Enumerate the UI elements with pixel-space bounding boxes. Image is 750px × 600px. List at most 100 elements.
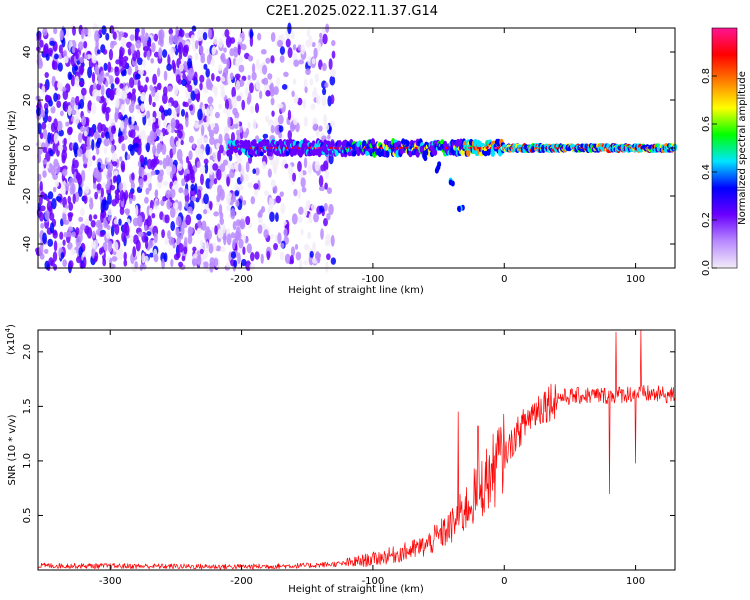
heatmap-cell — [165, 154, 170, 167]
heatmap-cell — [279, 251, 285, 261]
heatmap-cell — [96, 49, 101, 55]
heatmap-cell — [300, 228, 304, 236]
heatmap-cell — [96, 147, 100, 155]
heatmap-cell — [323, 114, 328, 126]
heatmap-cell — [44, 94, 49, 103]
heatmap-cell — [151, 132, 157, 141]
heatmap-cell — [62, 213, 67, 224]
heatmap-cell — [222, 169, 227, 180]
heatmap-cell — [190, 195, 197, 202]
heatmap-cell — [103, 62, 108, 72]
heatmap-cell — [297, 216, 303, 223]
heatmap-cell — [235, 199, 240, 207]
heatmap-cell — [109, 134, 114, 142]
heatmap-cell — [177, 243, 184, 253]
heatmap-cell — [233, 259, 238, 268]
heatmap-cell — [155, 92, 160, 102]
heatmap-cell — [143, 46, 149, 52]
heatmap-cell — [151, 42, 156, 53]
heatmap-cell — [120, 160, 126, 171]
heatmap-cell — [112, 175, 117, 184]
heatmap-cell — [56, 100, 62, 108]
heatmap-cell — [307, 164, 313, 175]
heatmap-cell — [44, 108, 49, 115]
heatmap-cell — [155, 200, 160, 206]
heatmap-cell — [324, 82, 329, 89]
heatmap-cell — [267, 168, 272, 178]
heatmap-cell — [143, 84, 148, 93]
heatmap-cell — [176, 162, 183, 172]
heatmap-cell — [240, 174, 244, 183]
heatmap-cell — [111, 256, 118, 262]
heatmap-cell — [252, 168, 257, 175]
heatmap-cell — [318, 175, 324, 187]
heatmap-cell — [108, 48, 114, 61]
heatmap-cell — [68, 202, 74, 211]
heatmap-cell — [239, 222, 245, 229]
heatmap-cell — [182, 73, 187, 81]
heatmap-cell — [242, 199, 247, 206]
heatmap-cell — [102, 258, 107, 267]
heatmap-cell — [37, 154, 42, 164]
heatmap-cell — [212, 163, 218, 171]
heatmap-cell — [138, 140, 142, 149]
heatmap-cell — [44, 71, 49, 79]
heatmap-cell — [100, 246, 105, 254]
heatmap-cell — [169, 171, 174, 180]
spectrogram-y-label: Frequency (Hz) — [7, 110, 18, 186]
heatmap-cell — [100, 123, 107, 132]
heatmap-cell — [175, 26, 179, 37]
heatmap-cell — [217, 230, 224, 239]
heatmap-cell — [37, 122, 42, 135]
heatmap-cell — [81, 262, 86, 268]
heatmap-cell — [273, 185, 278, 194]
y-tick-label: 20 — [22, 94, 33, 107]
heatmap-cell — [268, 119, 274, 127]
heatmap-cell — [90, 102, 97, 115]
heatmap-cell — [51, 59, 56, 70]
heatmap-cell — [330, 234, 335, 247]
heatmap-cell — [254, 102, 260, 114]
heatmap-cell — [37, 173, 42, 182]
heatmap-cell — [194, 146, 201, 158]
heatmap-cell — [162, 195, 167, 202]
heatmap-cell — [191, 25, 197, 32]
heatmap-cell — [152, 73, 158, 85]
x-tick-label: -200 — [230, 274, 253, 285]
heatmap-cell — [262, 133, 269, 139]
heatmap-cell — [67, 226, 74, 232]
heatmap-cell — [195, 40, 199, 50]
heatmap-cell — [313, 86, 317, 95]
heatmap-cell — [318, 125, 323, 132]
heatmap-cell — [173, 34, 179, 44]
heatmap-cell — [423, 155, 428, 162]
heatmap-cell — [45, 53, 50, 61]
heatmap-cell — [203, 158, 209, 165]
heatmap-cell — [52, 186, 57, 193]
heatmap-cell — [209, 201, 213, 211]
heatmap-cell — [88, 214, 93, 222]
heatmap-cell — [225, 261, 231, 268]
heatmap-cell — [38, 245, 44, 257]
heatmap-cell — [73, 115, 80, 126]
heatmap-cell — [229, 168, 235, 179]
heatmap-cell — [138, 68, 144, 76]
colorbar: 0.0 0.2 0.4 0.6 0.8 Normalized spectral ampl… — [701, 27, 748, 276]
heatmap-cell — [197, 219, 202, 228]
heatmap-cell — [170, 221, 176, 232]
heatmap-cell — [135, 104, 142, 110]
heatmap-cell — [210, 122, 216, 128]
heatmap-cell — [209, 180, 213, 189]
heatmap-cell — [329, 75, 336, 86]
heatmap-cell — [91, 54, 97, 64]
y-tick-label: -20 — [22, 188, 33, 204]
heatmap-cell — [323, 218, 328, 227]
heatmap-cell — [185, 156, 190, 164]
heatmap-cell — [168, 236, 175, 246]
heatmap-cell — [264, 115, 270, 123]
heatmap-cell — [128, 103, 135, 114]
heatmap-cell — [237, 252, 241, 265]
heatmap-cell — [161, 49, 168, 58]
heatmap-cell — [79, 56, 85, 63]
heatmap-cell — [58, 44, 63, 54]
